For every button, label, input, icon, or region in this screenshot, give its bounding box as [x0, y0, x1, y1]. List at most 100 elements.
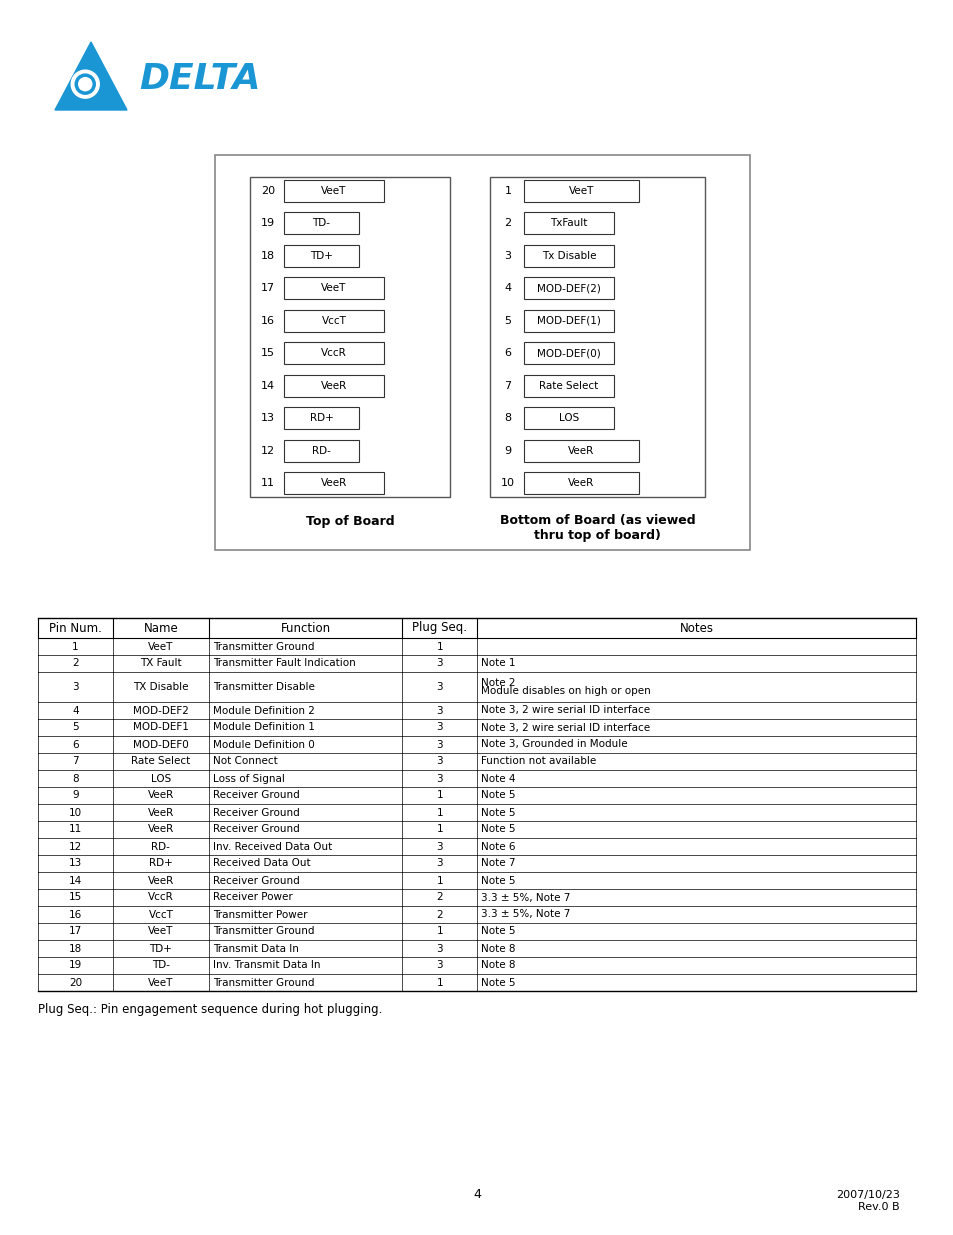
Bar — [523, 374, 614, 396]
Text: 3: 3 — [436, 740, 442, 750]
Bar — [523, 245, 614, 267]
Bar — [284, 278, 384, 299]
Text: Module Definition 0: Module Definition 0 — [213, 740, 314, 750]
Text: LOS: LOS — [151, 773, 171, 783]
Text: 2: 2 — [504, 219, 511, 228]
Text: 3.3 ± 5%, Note 7: 3.3 ± 5%, Note 7 — [480, 893, 570, 903]
Text: 9: 9 — [71, 790, 78, 800]
Text: VeeT: VeeT — [321, 283, 346, 294]
Bar — [284, 310, 384, 332]
Text: 13: 13 — [69, 858, 82, 868]
Ellipse shape — [80, 79, 91, 90]
Text: 2: 2 — [436, 893, 442, 903]
Text: VeeR: VeeR — [148, 808, 173, 818]
Text: 13: 13 — [261, 414, 274, 424]
Bar — [523, 472, 639, 494]
Text: VccT: VccT — [149, 909, 173, 920]
Text: Loss of Signal: Loss of Signal — [213, 773, 285, 783]
Text: Rate Select: Rate Select — [538, 380, 598, 390]
Text: TD-: TD- — [152, 961, 170, 971]
Text: 19: 19 — [261, 219, 274, 228]
Bar — [284, 180, 384, 203]
Text: 3: 3 — [436, 944, 442, 953]
Text: Plug Seq.: Pin engagement sequence during hot plugging.: Plug Seq.: Pin engagement sequence durin… — [38, 1003, 382, 1015]
Text: Receiver Ground: Receiver Ground — [213, 808, 299, 818]
Text: MOD-DEF(2): MOD-DEF(2) — [537, 283, 600, 294]
Text: 11: 11 — [261, 478, 274, 488]
Text: VeeR: VeeR — [148, 825, 173, 835]
Bar — [284, 212, 358, 235]
Text: 12: 12 — [69, 841, 82, 851]
Bar — [523, 440, 639, 462]
Text: 14: 14 — [261, 380, 274, 390]
Text: 12: 12 — [261, 446, 274, 456]
Bar — [490, 177, 704, 496]
Text: Transmitter Power: Transmitter Power — [213, 909, 308, 920]
Text: Note 1: Note 1 — [480, 658, 515, 668]
Text: 1: 1 — [436, 825, 442, 835]
Text: Transmit Data In: Transmit Data In — [213, 944, 299, 953]
Text: Note 8: Note 8 — [480, 961, 515, 971]
Text: 4: 4 — [71, 705, 78, 715]
Text: Module Definition 2: Module Definition 2 — [213, 705, 314, 715]
Text: 7: 7 — [71, 757, 78, 767]
Text: 6: 6 — [504, 348, 511, 358]
Text: 3: 3 — [436, 841, 442, 851]
Text: Note 6: Note 6 — [480, 841, 515, 851]
Text: Receiver Ground: Receiver Ground — [213, 876, 299, 885]
Bar — [523, 212, 614, 235]
Text: Name: Name — [143, 621, 178, 635]
Text: 18: 18 — [69, 944, 82, 953]
Text: Bottom of Board (as viewed
thru top of board): Bottom of Board (as viewed thru top of b… — [499, 514, 695, 542]
Text: 20: 20 — [69, 977, 82, 988]
Text: VccR: VccR — [148, 893, 173, 903]
Text: Note 5: Note 5 — [480, 977, 515, 988]
Text: VeeR: VeeR — [568, 446, 594, 456]
Text: MOD-DEF(1): MOD-DEF(1) — [537, 316, 600, 326]
Text: VeeT: VeeT — [321, 186, 346, 196]
Text: 3: 3 — [436, 722, 442, 732]
Text: Notes: Notes — [679, 621, 713, 635]
Text: 2: 2 — [436, 909, 442, 920]
Text: RD-: RD- — [152, 841, 171, 851]
Text: Rate Select: Rate Select — [132, 757, 191, 767]
Text: 16: 16 — [261, 316, 274, 326]
Text: 3: 3 — [436, 757, 442, 767]
Text: 15: 15 — [69, 893, 82, 903]
Text: LOS: LOS — [558, 414, 578, 424]
Text: Pin Num.: Pin Num. — [49, 621, 102, 635]
Text: VeeT: VeeT — [148, 977, 173, 988]
Text: Transmitter Ground: Transmitter Ground — [213, 977, 314, 988]
Text: 4: 4 — [504, 283, 511, 294]
Text: 3: 3 — [436, 705, 442, 715]
Text: MOD-DEF2: MOD-DEF2 — [132, 705, 189, 715]
Text: VeeR: VeeR — [568, 478, 594, 488]
Text: TD+: TD+ — [310, 251, 333, 261]
Bar — [284, 472, 384, 494]
Text: 19: 19 — [69, 961, 82, 971]
Text: Note 3, 2 wire serial ID interface: Note 3, 2 wire serial ID interface — [480, 722, 649, 732]
Text: Transmitter Ground: Transmitter Ground — [213, 926, 314, 936]
Text: Module disables on high or open: Module disables on high or open — [480, 685, 650, 697]
Text: Note 3, Grounded in Module: Note 3, Grounded in Module — [480, 740, 627, 750]
Text: Note 5: Note 5 — [480, 808, 515, 818]
Text: Inv. Received Data Out: Inv. Received Data Out — [213, 841, 332, 851]
Bar — [523, 310, 614, 332]
Text: Note 2: Note 2 — [480, 678, 515, 688]
Text: 1: 1 — [71, 641, 78, 652]
Text: 8: 8 — [71, 773, 78, 783]
Text: Inv. Transmit Data In: Inv. Transmit Data In — [213, 961, 320, 971]
Text: TD+: TD+ — [150, 944, 172, 953]
Text: TX Fault: TX Fault — [140, 658, 181, 668]
Polygon shape — [55, 42, 127, 110]
Bar — [284, 408, 358, 429]
Text: Module Definition 1: Module Definition 1 — [213, 722, 314, 732]
Text: VeeT: VeeT — [148, 641, 173, 652]
Text: 3: 3 — [436, 773, 442, 783]
Text: 3.3 ± 5%, Note 7: 3.3 ± 5%, Note 7 — [480, 909, 570, 920]
Text: DELTA: DELTA — [139, 63, 260, 96]
Text: 10: 10 — [69, 808, 82, 818]
Text: 8: 8 — [504, 414, 511, 424]
Text: Receiver Ground: Receiver Ground — [213, 790, 299, 800]
Text: Top of Board: Top of Board — [305, 515, 394, 529]
